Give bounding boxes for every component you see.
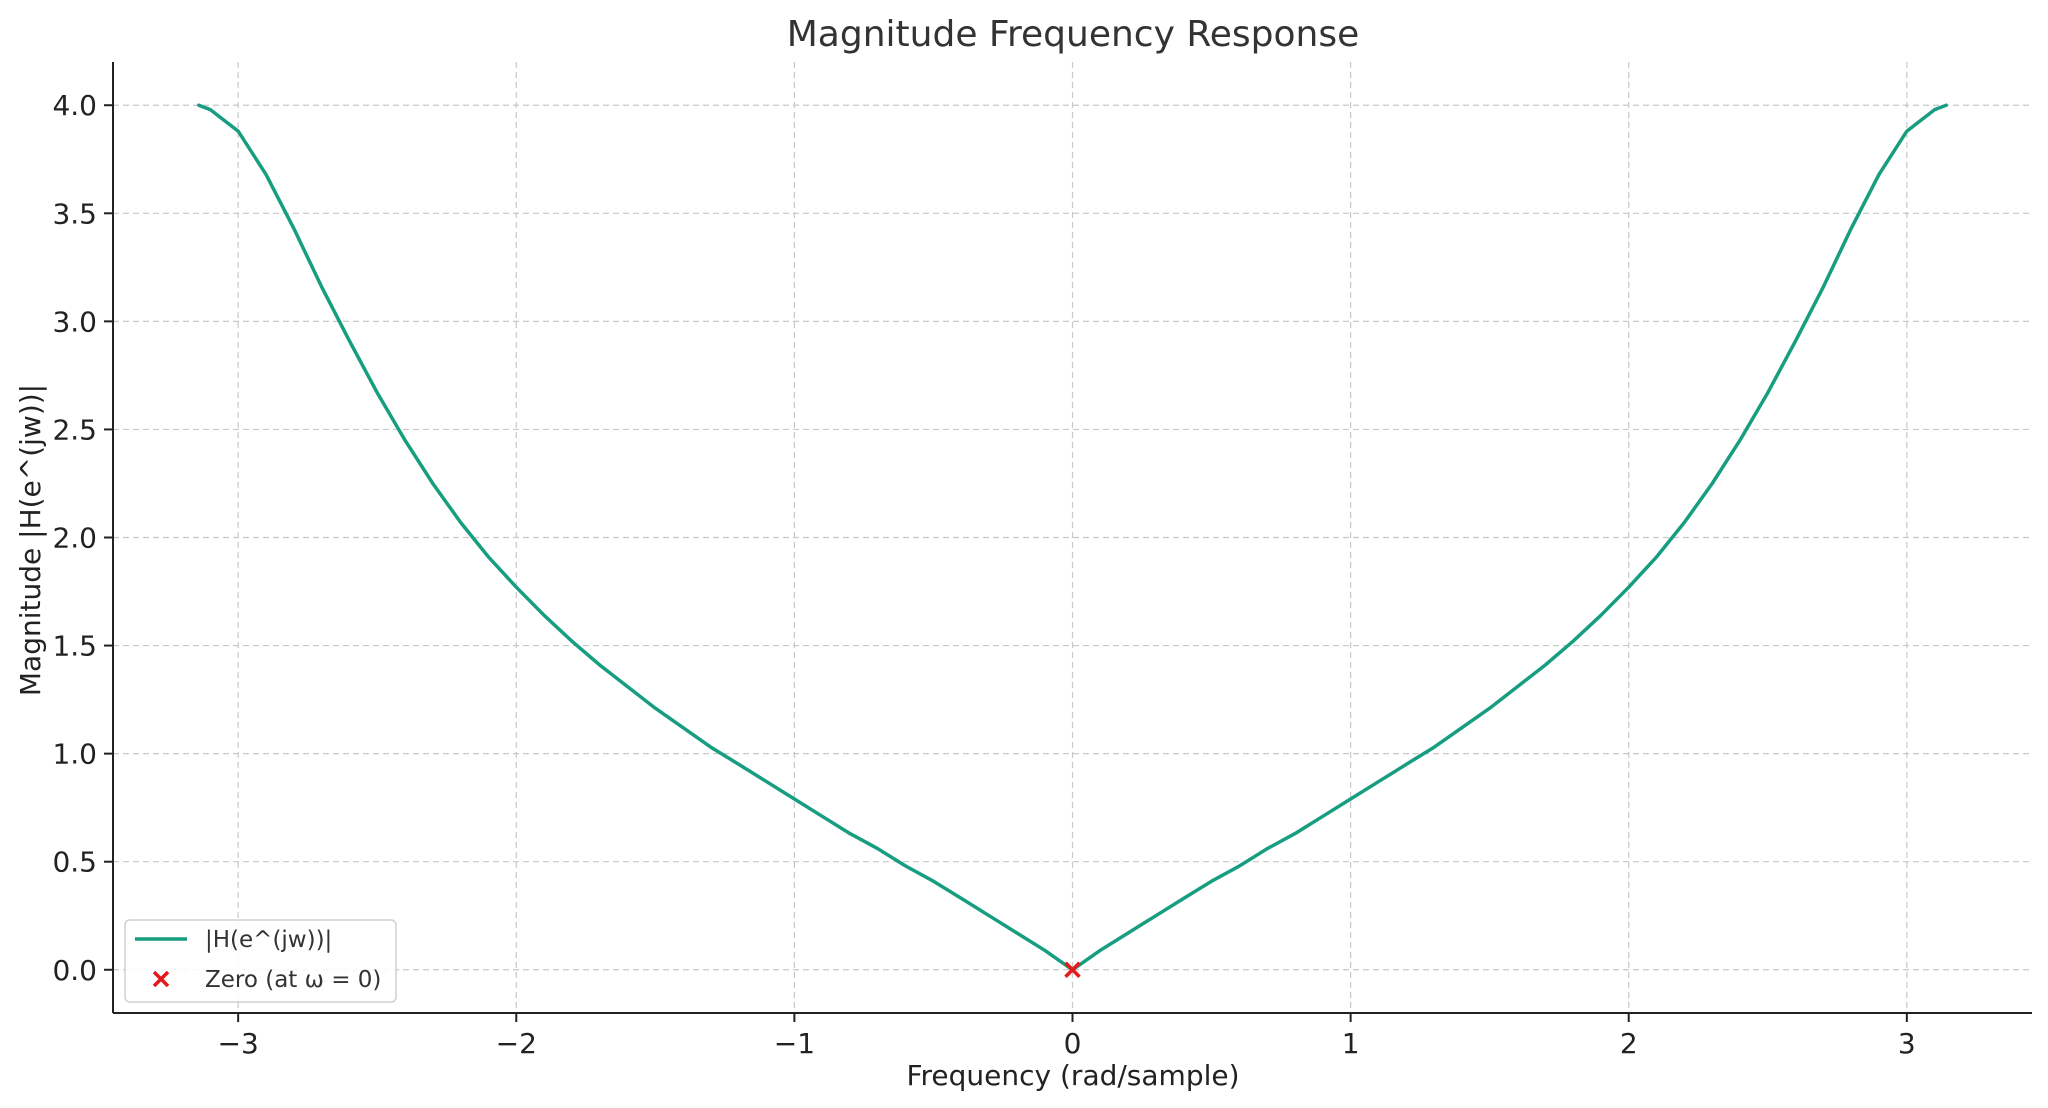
x-marker-stroke [1064, 961, 1081, 979]
legend-label-series: |H(e^(jw))| [205, 927, 332, 953]
y-tick-label: 2.0 [52, 522, 97, 555]
x-tick-label: 1 [1342, 1027, 1360, 1060]
legend-label-zero: Zero (at ω = 0) [205, 967, 381, 993]
y-tick-label: 3.5 [52, 197, 97, 230]
legend-swatch-x-marker [152, 970, 170, 988]
y-tick-label: 4.0 [52, 89, 97, 122]
zero-marker [1064, 961, 1081, 979]
x-tick-label: 2 [1620, 1027, 1638, 1060]
chart-title: Magnitude Frequency Response [787, 14, 1359, 55]
x-tick-label: −3 [218, 1027, 259, 1060]
y-axis-label: Magnitude |H(e^(jw))| [14, 384, 47, 696]
y-tick-label: 1.5 [52, 630, 97, 663]
y-tick-label: 0.0 [52, 954, 97, 987]
plot-area [197, 103, 1948, 979]
x-tick-label: 3 [1898, 1027, 1916, 1060]
legend-box [124, 919, 397, 1003]
y-tick-label: 1.0 [52, 738, 97, 771]
x-marker-stroke [152, 970, 170, 988]
tick-labels: −3 −2 −1 0 1 2 3 0.0 0.5 1.0 1.5 2.0 2.5 3.0 3.5 4.0 [52, 89, 1915, 1060]
x-tick-label: 0 [1064, 1027, 1082, 1060]
legend: |H(e^(jw))| Zero (at ω = 0) [124, 919, 397, 1003]
y-tick-label: 3.0 [52, 305, 97, 338]
y-tick-label: 0.5 [52, 846, 97, 879]
grid [113, 62, 2032, 1013]
x-tick-label: −1 [774, 1027, 815, 1060]
x-axis-label: Frequency (rad/sample) [906, 1059, 1239, 1092]
x-tick-label: −2 [496, 1027, 537, 1060]
axes [104, 62, 2032, 1022]
legend-x-icon [152, 970, 170, 988]
y-tick-label: 2.5 [52, 413, 97, 446]
